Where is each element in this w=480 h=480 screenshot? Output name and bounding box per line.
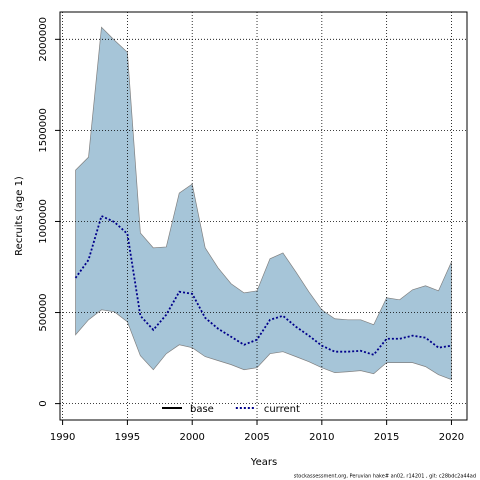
legend-label: current	[264, 404, 300, 415]
y-axis-label: Recruits (age 1)	[14, 176, 25, 256]
y-tick-label: 1000000	[38, 199, 49, 244]
x-tick-label: 1990	[50, 432, 75, 443]
x-axis-label: Years	[250, 457, 277, 468]
series-line	[74, 214, 452, 356]
x-tick-label: 2015	[374, 432, 399, 443]
x-tick-label: 2000	[179, 432, 204, 443]
x-tick-label: 2010	[309, 432, 334, 443]
x-tick-label: 1995	[115, 432, 140, 443]
y-tick-label: 500000	[38, 293, 49, 331]
plot-frame	[59, 11, 468, 421]
confidence-band	[75, 26, 452, 381]
legend-label: base	[190, 404, 214, 415]
y-tick-label: 1500000	[38, 108, 49, 153]
x-tick-label: 2005	[244, 432, 269, 443]
x-tick-label: 2020	[439, 432, 464, 443]
y-tick-label: 0	[38, 400, 49, 406]
footer: stockassessment.org, Peruvian hake# an02…	[294, 474, 476, 480]
y-tick-label: 2000000	[38, 17, 49, 62]
